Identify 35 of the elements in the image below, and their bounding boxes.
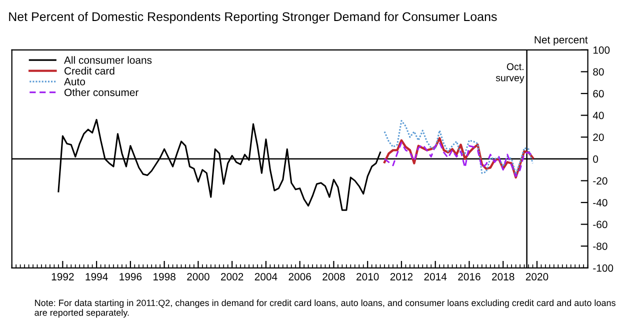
x-tick-label: 2010 [356, 273, 379, 280]
x-tick-label: 2014 [424, 273, 447, 280]
y-tick-label: -100 [593, 264, 614, 272]
x-tick-label: 2012 [390, 273, 413, 280]
y-tick-label: 100 [593, 46, 610, 54]
text: Note: For data starting in 2011:Q2, changes in demand for credit card loans, auto loans, and consumer loans excluding credit card and auto loans are reported separately. [34, 299, 616, 318]
y-tick-label: 60 [593, 90, 604, 98]
y-tick-label: 40 [592, 112, 604, 120]
x-tick-label: 1994 [86, 273, 108, 280]
x-tick-label: 2006 [288, 273, 311, 280]
legend-label: All consumer loans [64, 56, 152, 64]
x-tick-label: 1992 [52, 273, 74, 280]
x-tick-label: 2018 [492, 273, 514, 280]
y-tick-label: -60 [593, 220, 608, 228]
x-tick-label: 1996 [120, 273, 142, 280]
x-tick-label: 2008 [322, 273, 345, 280]
y-tick-label: 80 [593, 68, 604, 76]
x-tick-label: 2016 [458, 273, 480, 280]
y-tick-label: 20 [593, 134, 604, 141]
y-axis-title: Net percent [534, 36, 588, 46]
ref-line-label: Oct. survey [496, 63, 524, 84]
y-tick-label: -40 [593, 199, 608, 206]
x-tick-label: 1998 [154, 273, 176, 280]
x-tick-label: 2002 [221, 273, 244, 280]
y-tick-label: 0 [593, 155, 598, 163]
y-tick-label: -80 [593, 242, 608, 250]
y-tick-label: -20 [593, 177, 608, 185]
legend-label: Other consumer [64, 88, 139, 96]
chart-title: Net Percent of Domestic Respondents Reporting Stronger Demand for Consumer Loans [9, 12, 497, 24]
x-tick-label: 2004 [254, 273, 278, 280]
line-series [384, 120, 534, 175]
x-tick-label: 2020 [526, 273, 548, 280]
legend-label: Credit card [64, 66, 114, 75]
legend-label: Auto [64, 78, 85, 86]
x-tick-label: 2000 [187, 273, 210, 280]
